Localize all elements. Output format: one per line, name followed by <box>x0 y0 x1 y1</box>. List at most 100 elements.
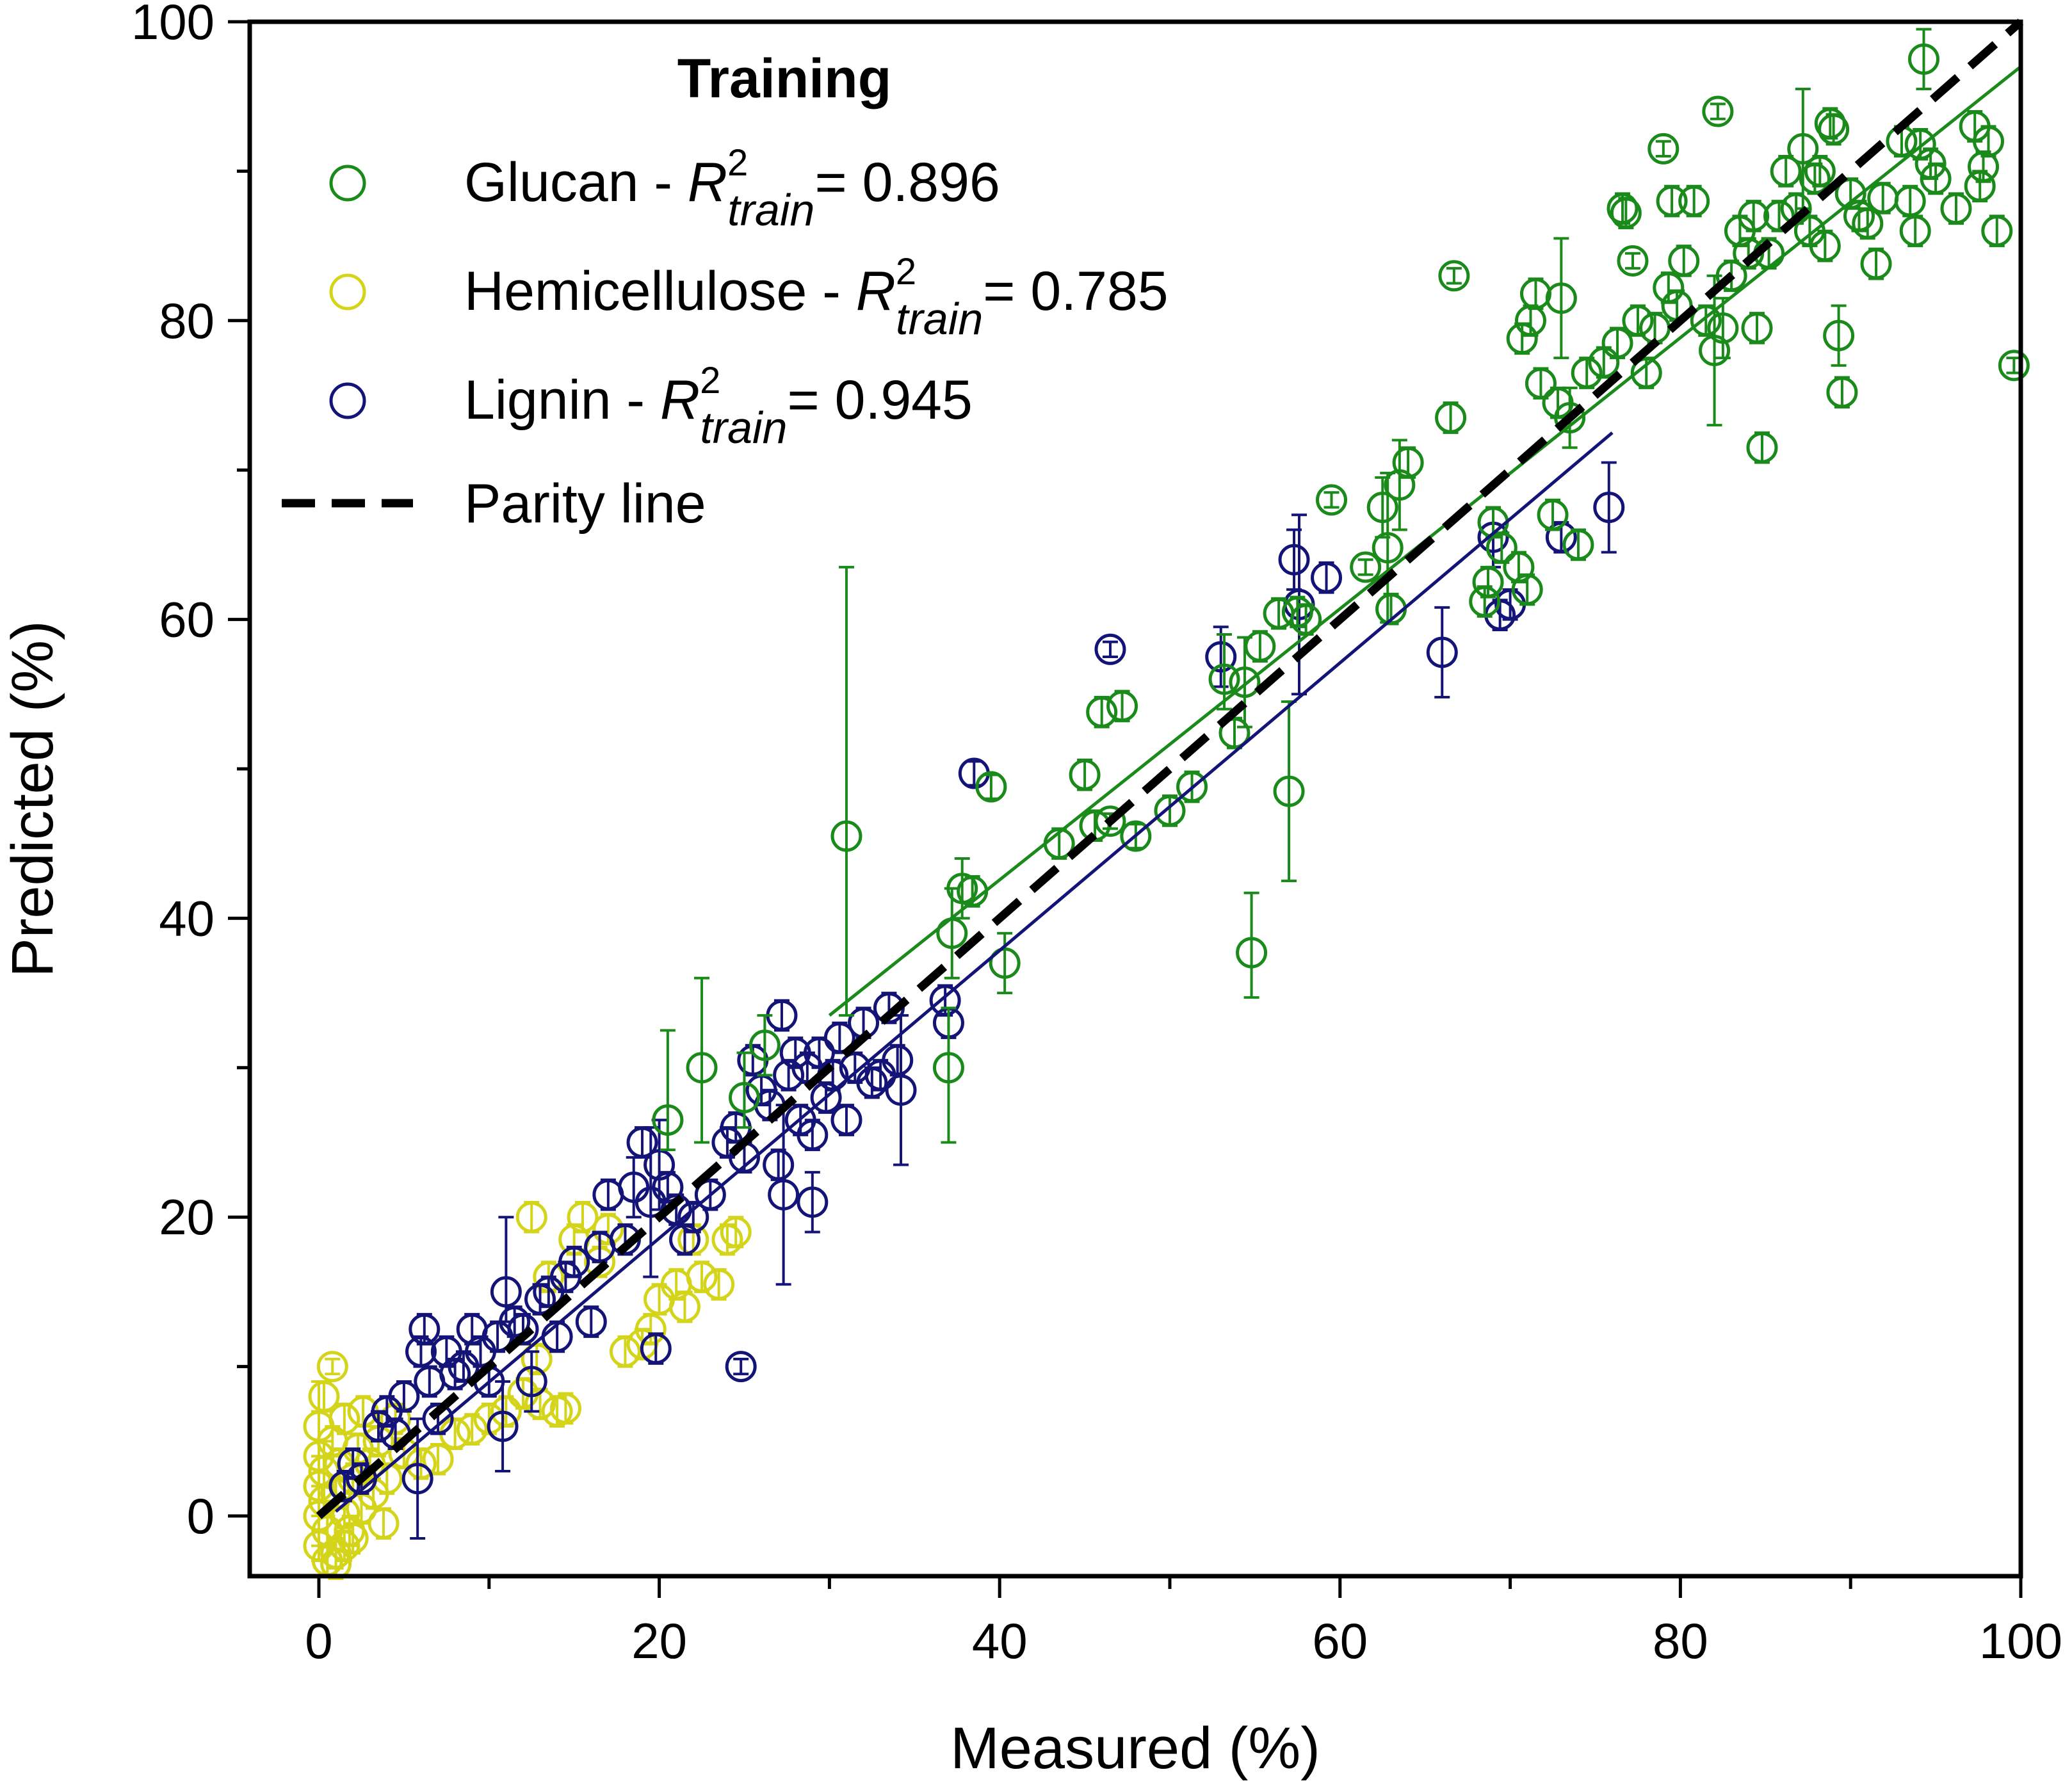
data-point <box>1940 193 1972 225</box>
data-point <box>405 1447 437 1479</box>
data-point <box>567 1201 599 1233</box>
y-tick-label: 20 <box>159 1189 214 1245</box>
data-point <box>635 1313 667 1345</box>
series-hemicellulose <box>303 1200 752 1581</box>
data-point <box>1834 177 1866 209</box>
data-point <box>725 1351 757 1383</box>
data-point <box>797 1186 829 1218</box>
data-point <box>490 1276 522 1308</box>
data-point <box>1907 43 1939 75</box>
plot-area-frame <box>247 19 2023 1579</box>
data-point <box>1154 794 1186 826</box>
data-point <box>1981 215 2013 247</box>
y-tick-label: 0 <box>187 1488 214 1544</box>
data-point <box>592 1213 624 1245</box>
data-point <box>422 1403 454 1435</box>
data-point <box>316 1351 348 1383</box>
data-point <box>1809 230 1841 262</box>
data-point <box>368 1508 400 1540</box>
data-point <box>1120 820 1152 852</box>
data-point <box>1281 596 1313 628</box>
data-point <box>1426 636 1458 668</box>
data-point <box>1511 574 1543 606</box>
data-point <box>810 1081 842 1113</box>
data-point <box>308 1380 340 1412</box>
legend-entry-lignin: Lignin - R2 train= 0.945 <box>464 360 973 453</box>
data-point <box>1702 95 1734 127</box>
data-point <box>1316 484 1348 516</box>
data-point <box>1968 150 2000 182</box>
data-point <box>1630 357 1662 389</box>
data-point <box>720 1216 752 1248</box>
data-point <box>668 1223 700 1255</box>
data-point <box>1435 402 1467 434</box>
x-tick-label: 60 <box>1312 1613 1368 1669</box>
data-point <box>1218 717 1250 749</box>
data-point <box>1823 319 1855 351</box>
data-point <box>507 1313 539 1345</box>
data-point <box>1372 532 1404 564</box>
series-layer <box>303 28 2030 1581</box>
data-point <box>643 1149 676 1181</box>
data-point <box>1763 200 1795 232</box>
data-point <box>515 1201 547 1233</box>
data-point <box>1804 155 1836 187</box>
data-point <box>1899 215 1931 247</box>
y-tick-label: 60 <box>159 592 214 648</box>
data-point <box>456 1414 488 1446</box>
data-point <box>401 1463 433 1495</box>
data-point <box>989 947 1021 979</box>
data-point <box>1311 561 1343 593</box>
data-point <box>1699 334 1731 366</box>
legend-entry-parity: Parity line <box>464 473 706 535</box>
y-tick-label: 100 <box>131 0 214 50</box>
data-point <box>773 1059 805 1091</box>
data-point <box>1601 327 1633 359</box>
data-point <box>1610 197 1642 229</box>
data-point <box>1537 499 1569 531</box>
data-point <box>439 1358 471 1390</box>
data-point <box>1392 447 1424 479</box>
data-point <box>1519 278 1551 310</box>
data-point <box>487 1410 519 1442</box>
data-point <box>1069 759 1101 791</box>
data-point <box>609 1335 641 1367</box>
data-point <box>1814 108 1846 140</box>
data-point <box>405 1335 437 1367</box>
fit-line-lignin <box>334 431 1614 1513</box>
data-point <box>823 1022 855 1054</box>
data-point <box>388 1380 420 1412</box>
data-point <box>1799 163 1831 195</box>
legend-entry-hemicellulose: Hemicellulose - R2 train= 0.785 <box>464 251 1169 344</box>
data-point <box>409 1313 441 1345</box>
axes: 0 20 40 60 80 100 0 20 40 60 80 100 <box>131 0 2062 1669</box>
data-point <box>1818 113 1850 145</box>
legend-marker-glucan <box>329 165 366 202</box>
data-point <box>1770 155 1802 187</box>
data-point <box>1554 402 1586 434</box>
data-point <box>1920 163 1952 195</box>
data-point <box>1290 604 1322 636</box>
data-point <box>885 1074 917 1106</box>
data-point <box>1485 532 1518 564</box>
data-point <box>694 1179 726 1211</box>
data-point <box>749 1029 781 1061</box>
data-point <box>1469 586 1501 618</box>
data-point <box>856 1067 888 1099</box>
data-point <box>1746 431 1778 463</box>
data-point <box>882 1044 914 1076</box>
data-point <box>1852 207 1884 239</box>
data-point <box>1176 771 1208 803</box>
x-axis-label: Measured (%) <box>950 1716 1320 1781</box>
x-tick-label: 100 <box>1979 1613 2062 1669</box>
data-point <box>1715 260 1747 292</box>
data-point <box>1593 492 1625 524</box>
data-point <box>1656 185 1688 217</box>
data-point <box>328 1403 360 1435</box>
data-point <box>797 1119 829 1151</box>
data-point <box>1438 260 1470 292</box>
data-point <box>1244 631 1276 663</box>
data-point <box>521 1343 553 1375</box>
data-point <box>1998 350 2030 382</box>
